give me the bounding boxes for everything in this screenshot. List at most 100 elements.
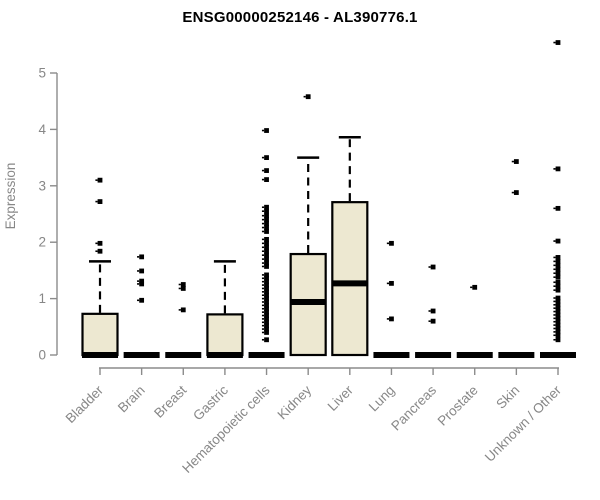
outlier-point-nub (470, 286, 473, 289)
outlier-point-nub (178, 309, 181, 311)
iqr-box (81, 312, 119, 357)
outlier-point (264, 309, 269, 315)
outlier-point (555, 326, 561, 331)
chart-title: ENSG00000252146 - AL390776.1 (182, 9, 418, 26)
outlier-point (555, 166, 561, 172)
outlier-point (264, 229, 269, 234)
outlier-point-nub (261, 218, 265, 221)
box-group-hematopoietic-cells (248, 128, 285, 358)
outlier-point-nub (261, 277, 265, 280)
iqr-box (331, 201, 369, 357)
box-group-skin (498, 159, 535, 358)
outlier-point (430, 264, 436, 270)
outlier-point-nub (261, 242, 265, 245)
outlier-point (264, 248, 269, 254)
outlier-point (555, 283, 561, 289)
outlier-point (555, 255, 561, 260)
outlier-point (264, 256, 269, 262)
outlier-point-nub (428, 310, 431, 312)
outlier-point-nub (553, 307, 556, 309)
outlier-point-nub (553, 324, 556, 326)
outlier-point-nub (261, 280, 265, 283)
outlier-point (389, 240, 394, 246)
outlier-point-nub (137, 283, 140, 285)
outlier-point-nub (553, 310, 556, 313)
outlier-point-nub (261, 314, 265, 317)
outlier-point (264, 279, 269, 285)
outlier-point-nub (261, 129, 265, 132)
outlier-point-nub (553, 240, 556, 242)
outlier-point (555, 266, 561, 272)
outlier-point-nub (261, 324, 265, 327)
outlier-point-nub (261, 246, 265, 249)
outlier-point-nub (261, 321, 265, 324)
box-group-kidney (289, 94, 327, 357)
box-group-prostate (456, 284, 493, 358)
outlier-point (139, 278, 145, 284)
outlier-point (555, 295, 561, 301)
outlier-point (139, 254, 145, 260)
iqr-box (206, 313, 244, 357)
outlier-point (555, 305, 561, 311)
outlier-point (264, 244, 269, 250)
outlier-point (555, 302, 561, 308)
outlier-point (264, 236, 269, 242)
outlier-point (555, 319, 561, 325)
outlier-point-nub (261, 307, 265, 310)
x-category-label: Brain (115, 383, 148, 416)
y-tick-label: 0 (38, 348, 46, 363)
outlier-point (264, 296, 269, 301)
outlier-point-nub (553, 331, 556, 333)
outlier-point (555, 262, 561, 268)
outlier-point (264, 252, 269, 258)
outlier-point (555, 299, 561, 304)
outlier-point (264, 323, 269, 329)
outlier-point (264, 240, 269, 246)
outlier-point (264, 128, 269, 133)
outlier-point (555, 337, 561, 343)
y-tick-label: 4 (38, 122, 46, 137)
outlier-point-nub (137, 280, 140, 282)
outlier-point (555, 312, 561, 318)
outlier-point-nub (261, 238, 265, 241)
outlier-point (264, 316, 269, 322)
outlier-point (555, 270, 561, 276)
outlier-point-nub (261, 287, 265, 290)
outlier-point (264, 319, 269, 325)
outlier-point (139, 281, 145, 287)
outlier-point-nub (261, 206, 265, 209)
outlier-point (264, 299, 269, 305)
outlier-point (264, 292, 269, 298)
outlier-point-nub (303, 95, 306, 98)
outlier-point-nub (553, 338, 556, 341)
outlier-point (513, 190, 519, 195)
outlier-point (472, 284, 478, 290)
outlier-point-nub (261, 156, 265, 159)
outlier-point-nub (553, 276, 556, 278)
outlier-point (555, 279, 561, 285)
outlier-point (555, 274, 561, 280)
outlier-point-nub (428, 266, 431, 268)
outlier-point (264, 306, 269, 312)
outlier-point-nub (261, 318, 265, 320)
outlier-point (264, 313, 269, 318)
outlier-point-nub (261, 274, 265, 276)
outlier-point-nub (95, 242, 98, 245)
x-category-label: Liver (325, 382, 357, 414)
x-category-label: Bladder (63, 382, 107, 426)
outlier-point (264, 275, 269, 281)
outlier-point (264, 330, 269, 335)
outlier-point-nub (95, 179, 98, 181)
outlier-point-nub (261, 331, 265, 334)
outlier-point-nub (386, 282, 390, 285)
outlier-point-nub (553, 289, 556, 291)
outlier-point-nub (428, 320, 431, 322)
outlier-point (180, 307, 186, 313)
outlier-point-nub (553, 314, 556, 316)
outlier-point-nub (261, 230, 265, 233)
outlier-point (264, 204, 269, 210)
y-tick-label: 1 (38, 291, 46, 306)
x-category-label: Kidney (275, 382, 315, 422)
outlier-point-nub (137, 256, 140, 258)
